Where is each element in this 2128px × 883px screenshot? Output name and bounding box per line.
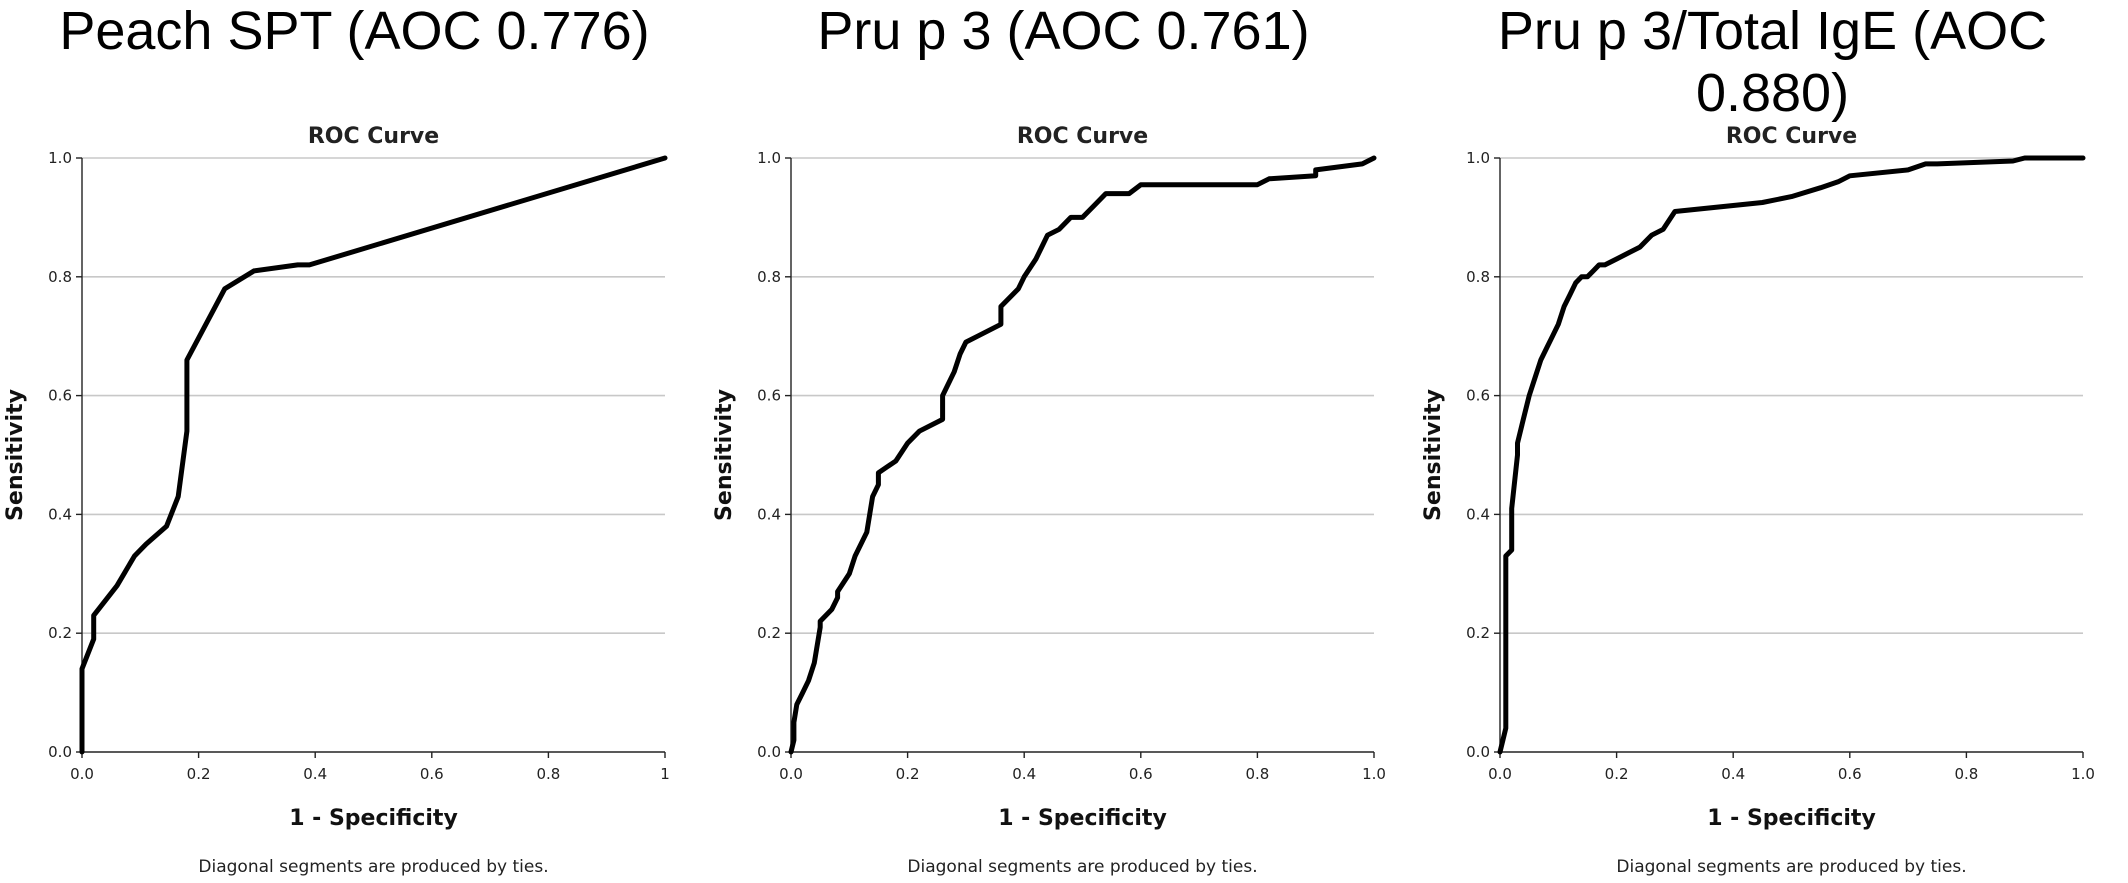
chart-title: ROC Curve	[1726, 124, 1857, 149]
y-tick-label: 0.4	[1466, 505, 1490, 523]
x-axis-label: 1 - Specificity	[289, 806, 458, 831]
x-tick-label: 0.6	[420, 765, 444, 783]
x-tick-label: 1.0	[1362, 765, 1386, 783]
x-tick-label: 0.8	[1245, 765, 1269, 783]
chart-title: ROC Curve	[1017, 124, 1148, 149]
y-axis-label: Sensitivity	[712, 389, 737, 521]
panel-pru-p3: Pru p 3 (AOC 0.761) 0.0 0.2 0.4 0.6 0.8 1.0 0.…	[709, 0, 1418, 883]
y-tick-label: 0.2	[1466, 624, 1490, 642]
footnote: Diagonal segments are produced by ties.	[198, 857, 548, 877]
roc-chart-peach-spt: 0.0 0.2 0.4 0.6 0.8 1.0 0.0 0.2 0.4 0.6 0.8 1 ROC Cu…	[3, 124, 670, 877]
x-tick-label: 0.6	[1838, 765, 1862, 783]
x-tick-label: 0.4	[1012, 765, 1036, 783]
footnote: Diagonal segments are produced by ties.	[907, 857, 1257, 877]
y-tick-label: 0.8	[1466, 268, 1490, 286]
roc-chart-pru-p3-total-ige: 0.0 0.2 0.4 0.6 0.8 1.0 0.0 0.2 0.4 0.6 0.8 1.0 ROC …	[1421, 124, 2095, 877]
x-axis-label: 1 - Specificity	[1707, 806, 1876, 831]
roc-curve-line	[1497, 155, 2086, 755]
x-axis-label: 1 - Specificity	[998, 806, 1167, 831]
y-axis-label: Sensitivity	[1421, 389, 1446, 521]
panel-heading: Pru p 3/Total IgE (AOC 0.880)	[1497, 1, 2048, 123]
y-tick-label: 0.0	[757, 743, 781, 761]
x-tick-label: 0.2	[896, 765, 920, 783]
y-tick-label: 1.0	[757, 149, 781, 167]
roc-curve-line	[788, 155, 1377, 755]
y-tick-label: 0.6	[757, 387, 781, 405]
y-tick-label: 0.0	[1466, 743, 1490, 761]
y-tick-label: 0.2	[48, 624, 72, 642]
x-tick-label: 1.0	[2071, 765, 2095, 783]
y-tick-label: 0.2	[757, 624, 781, 642]
x-tick-label: 0.6	[1129, 765, 1153, 783]
x-tick-label: 0.8	[536, 765, 560, 783]
x-tick-label: 0.0	[70, 765, 94, 783]
x-tick-label: 0.2	[1605, 765, 1629, 783]
y-tick-label: 0.6	[1466, 387, 1490, 405]
panel-pru-p3-total-ige: Pru p 3/Total IgE (AOC 0.880) 0.0 0.2 0.4 0…	[1418, 0, 2127, 883]
y-tick-label: 0.0	[48, 743, 72, 761]
x-tick-label: 0.8	[1954, 765, 1978, 783]
panel-peach-spt: Peach SPT (AOC 0.776) 0.0 0.2 0.4 0.6 0.8 1.0…	[0, 0, 709, 883]
y-axis-label: Sensitivity	[3, 389, 28, 521]
y-tick-label: 0.4	[757, 505, 781, 523]
panel-heading: Pru p 3 (AOC 0.761)	[817, 1, 1310, 61]
y-tick-label: 1.0	[1466, 149, 1490, 167]
panel-heading: Peach SPT (AOC 0.776)	[59, 1, 650, 61]
y-tick-label: 0.4	[48, 505, 72, 523]
x-tick-label: 0.0	[1488, 765, 1512, 783]
x-tick-label: 1	[660, 765, 670, 783]
y-tick-label: 1.0	[48, 149, 72, 167]
roc-curve-line	[79, 155, 668, 755]
y-tick-label: 0.6	[48, 387, 72, 405]
x-tick-label: 0.4	[303, 765, 327, 783]
x-tick-label: 0.2	[187, 765, 211, 783]
footnote: Diagonal segments are produced by ties.	[1616, 857, 1966, 877]
x-tick-label: 0.0	[779, 765, 803, 783]
y-tick-label: 0.8	[48, 268, 72, 286]
x-tick-label: 0.4	[1721, 765, 1745, 783]
y-tick-label: 0.8	[757, 268, 781, 286]
roc-chart-pru-p3: 0.0 0.2 0.4 0.6 0.8 1.0 0.0 0.2 0.4 0.6 0.8 1.0 ROC …	[712, 124, 1386, 877]
chart-title: ROC Curve	[308, 124, 439, 149]
